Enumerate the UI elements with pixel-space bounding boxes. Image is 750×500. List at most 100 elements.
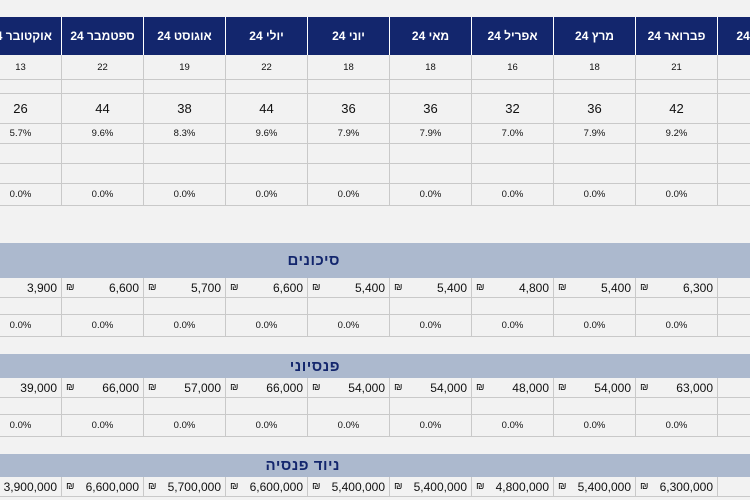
empty-cell[interactable] [308,398,390,415]
empty-cell[interactable] [390,298,472,315]
total-cell[interactable]: 32 [472,94,554,124]
empty-cell[interactable] [226,298,308,315]
empty-cell[interactable] [472,298,554,315]
empty-cell[interactable] [636,144,718,164]
percent-cell[interactable]: 0.0% [636,315,718,337]
percent-cell[interactable]: 0.0% [62,184,144,206]
percent-cell[interactable]: 0.0% [390,415,472,437]
percent-cell[interactable]: 8.3% [144,124,226,144]
empty-cell[interactable] [390,80,472,94]
percent-cell[interactable] [718,415,750,437]
total-cell[interactable]: 38 [144,94,226,124]
percent-cell[interactable]: 0.0% [472,415,554,437]
empty-cell[interactable] [144,80,226,94]
amount-cell[interactable]: ₪ 5,400 [308,278,390,298]
amount-cell[interactable]: ₪ 6,600 [62,278,144,298]
empty-cell[interactable] [226,398,308,415]
percent-cell[interactable]: 7.9% [390,124,472,144]
amount-cell[interactable]: ₪ 5,400,000 [308,477,390,497]
amount-cell[interactable]: ₪ 54,000 [308,378,390,398]
count-cell[interactable]: 22 [226,55,308,80]
percent-cell[interactable]: 0.0% [226,184,308,206]
empty-cell[interactable] [0,164,62,184]
amount-cell[interactable]: ₪3,900 [0,278,62,298]
empty-cell[interactable] [308,144,390,164]
percent-cell[interactable]: 9.6% [226,124,308,144]
empty-cell[interactable] [472,144,554,164]
total-cell[interactable]: 42 [636,94,718,124]
empty-cell[interactable] [472,80,554,94]
total-cell[interactable]: 44 [62,94,144,124]
percent-cell[interactable]: 0.0% [0,315,62,337]
empty-cell[interactable] [554,164,636,184]
count-cell[interactable]: 18 [554,55,636,80]
empty-cell[interactable] [144,144,226,164]
empty-cell[interactable] [636,164,718,184]
total-cell[interactable]: 36 [390,94,472,124]
empty-cell[interactable] [718,80,750,94]
total-cell[interactable]: 44 [226,94,308,124]
empty-cell[interactable] [636,398,718,415]
empty-cell[interactable] [0,398,62,415]
count-cell[interactable]: 22 [62,55,144,80]
total-cell[interactable]: 36 [554,94,636,124]
amount-cell[interactable]: ₪ 66,000 [226,378,308,398]
count-cell[interactable]: 16 [472,55,554,80]
empty-cell[interactable] [636,298,718,315]
percent-cell[interactable]: 7.9% [554,124,636,144]
empty-cell[interactable] [718,164,750,184]
empty-cell[interactable] [226,80,308,94]
empty-cell[interactable] [0,298,62,315]
amount-cell[interactable]: ₪ 4,800 [472,278,554,298]
amount-cell[interactable]: ₪ 5,700 [144,278,226,298]
percent-cell[interactable]: 0.0% [308,315,390,337]
count-cell[interactable] [718,55,750,80]
empty-cell[interactable] [144,398,226,415]
empty-cell[interactable] [554,80,636,94]
empty-cell[interactable] [718,398,750,415]
amount-cell[interactable]: ₪ 6,300 [636,278,718,298]
empty-cell[interactable] [554,144,636,164]
amount-cell[interactable] [718,477,750,497]
empty-cell[interactable] [62,144,144,164]
count-cell[interactable]: 19 [144,55,226,80]
percent-cell[interactable]: 0.0% [554,184,636,206]
amount-cell[interactable]: ₪ 4,800,000 [472,477,554,497]
amount-cell[interactable]: ₪39,000 [0,378,62,398]
empty-cell[interactable] [226,144,308,164]
empty-cell[interactable] [554,298,636,315]
percent-cell[interactable]: 0.0% [62,415,144,437]
amount-cell[interactable]: ₪3,900,000 [0,477,62,497]
percent-cell[interactable]: 0.0% [226,415,308,437]
amount-cell[interactable]: ₪ 57,000 [144,378,226,398]
percent-cell[interactable] [718,124,750,144]
percent-cell[interactable]: 7.0% [472,124,554,144]
empty-cell[interactable] [0,144,62,164]
count-cell[interactable]: 13 [0,55,62,80]
amount-cell[interactable] [718,278,750,298]
amount-cell[interactable]: ₪ 54,000 [554,378,636,398]
empty-cell[interactable] [390,398,472,415]
count-cell[interactable]: 18 [308,55,390,80]
amount-cell[interactable]: ₪ 5,400,000 [390,477,472,497]
percent-cell[interactable]: 0.0% [308,184,390,206]
percent-cell[interactable]: 9.6% [62,124,144,144]
empty-cell[interactable] [144,298,226,315]
percent-cell[interactable]: 0.0% [308,415,390,437]
amount-cell[interactable]: ₪ 5,400 [554,278,636,298]
percent-cell[interactable]: 0.0% [0,415,62,437]
percent-cell[interactable]: 0.0% [554,315,636,337]
percent-cell[interactable]: 0.0% [0,184,62,206]
count-cell[interactable]: 18 [390,55,472,80]
total-cell[interactable]: 26 [0,94,62,124]
percent-cell[interactable]: 0.0% [554,415,636,437]
percent-cell[interactable]: 7.9% [308,124,390,144]
percent-cell[interactable]: 0.0% [636,184,718,206]
amount-cell[interactable]: ₪ 5,700,000 [144,477,226,497]
empty-cell[interactable] [390,164,472,184]
total-cell[interactable] [718,94,750,124]
percent-cell[interactable] [718,184,750,206]
empty-cell[interactable] [718,298,750,315]
total-cell[interactable]: 36 [308,94,390,124]
amount-cell[interactable]: ₪ 54,000 [390,378,472,398]
